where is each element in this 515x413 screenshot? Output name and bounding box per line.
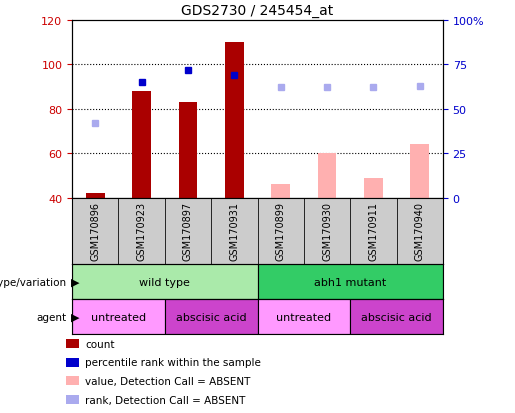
- Bar: [66, 358, 79, 367]
- Bar: [72, 299, 165, 335]
- Text: GSM170911: GSM170911: [368, 202, 379, 261]
- Bar: [66, 377, 79, 385]
- Bar: [118, 198, 165, 264]
- Text: GSM170899: GSM170899: [276, 202, 286, 261]
- Bar: [165, 198, 211, 264]
- Text: abh1 mutant: abh1 mutant: [314, 277, 386, 287]
- Text: value, Detection Call = ABSENT: value, Detection Call = ABSENT: [85, 376, 251, 386]
- Text: percentile rank within the sample: percentile rank within the sample: [85, 357, 261, 368]
- Bar: [350, 198, 397, 264]
- Title: GDS2730 / 245454_at: GDS2730 / 245454_at: [181, 4, 334, 18]
- Text: untreated: untreated: [91, 312, 146, 322]
- Bar: [211, 198, 258, 264]
- Bar: [271, 185, 290, 198]
- Text: abscisic acid: abscisic acid: [361, 312, 432, 322]
- Text: genotype/variation: genotype/variation: [0, 277, 67, 287]
- Bar: [258, 299, 350, 335]
- Bar: [165, 299, 258, 335]
- Bar: [72, 198, 118, 264]
- Bar: [66, 395, 79, 404]
- Bar: [86, 194, 105, 198]
- Bar: [258, 264, 443, 299]
- Bar: [179, 103, 197, 198]
- Text: GSM170931: GSM170931: [229, 202, 239, 261]
- Text: ▶: ▶: [71, 277, 80, 287]
- Bar: [304, 198, 350, 264]
- Bar: [132, 92, 151, 198]
- Text: wild type: wild type: [140, 277, 190, 287]
- Text: rank, Detection Call = ABSENT: rank, Detection Call = ABSENT: [85, 394, 246, 405]
- Bar: [72, 264, 258, 299]
- Text: GSM170923: GSM170923: [136, 202, 147, 261]
- Bar: [350, 299, 443, 335]
- Bar: [258, 198, 304, 264]
- Text: GSM170897: GSM170897: [183, 202, 193, 261]
- Text: GSM170896: GSM170896: [90, 202, 100, 261]
- Text: abscisic acid: abscisic acid: [176, 312, 247, 322]
- Text: count: count: [85, 339, 115, 349]
- Text: ▶: ▶: [71, 312, 80, 322]
- Bar: [225, 43, 244, 198]
- Bar: [66, 339, 79, 348]
- Bar: [397, 198, 443, 264]
- Text: GSM170940: GSM170940: [415, 202, 425, 261]
- Bar: [410, 145, 429, 198]
- Text: agent: agent: [37, 312, 67, 322]
- Bar: [364, 178, 383, 198]
- Text: untreated: untreated: [276, 312, 332, 322]
- Bar: [318, 154, 336, 198]
- Text: GSM170930: GSM170930: [322, 202, 332, 261]
